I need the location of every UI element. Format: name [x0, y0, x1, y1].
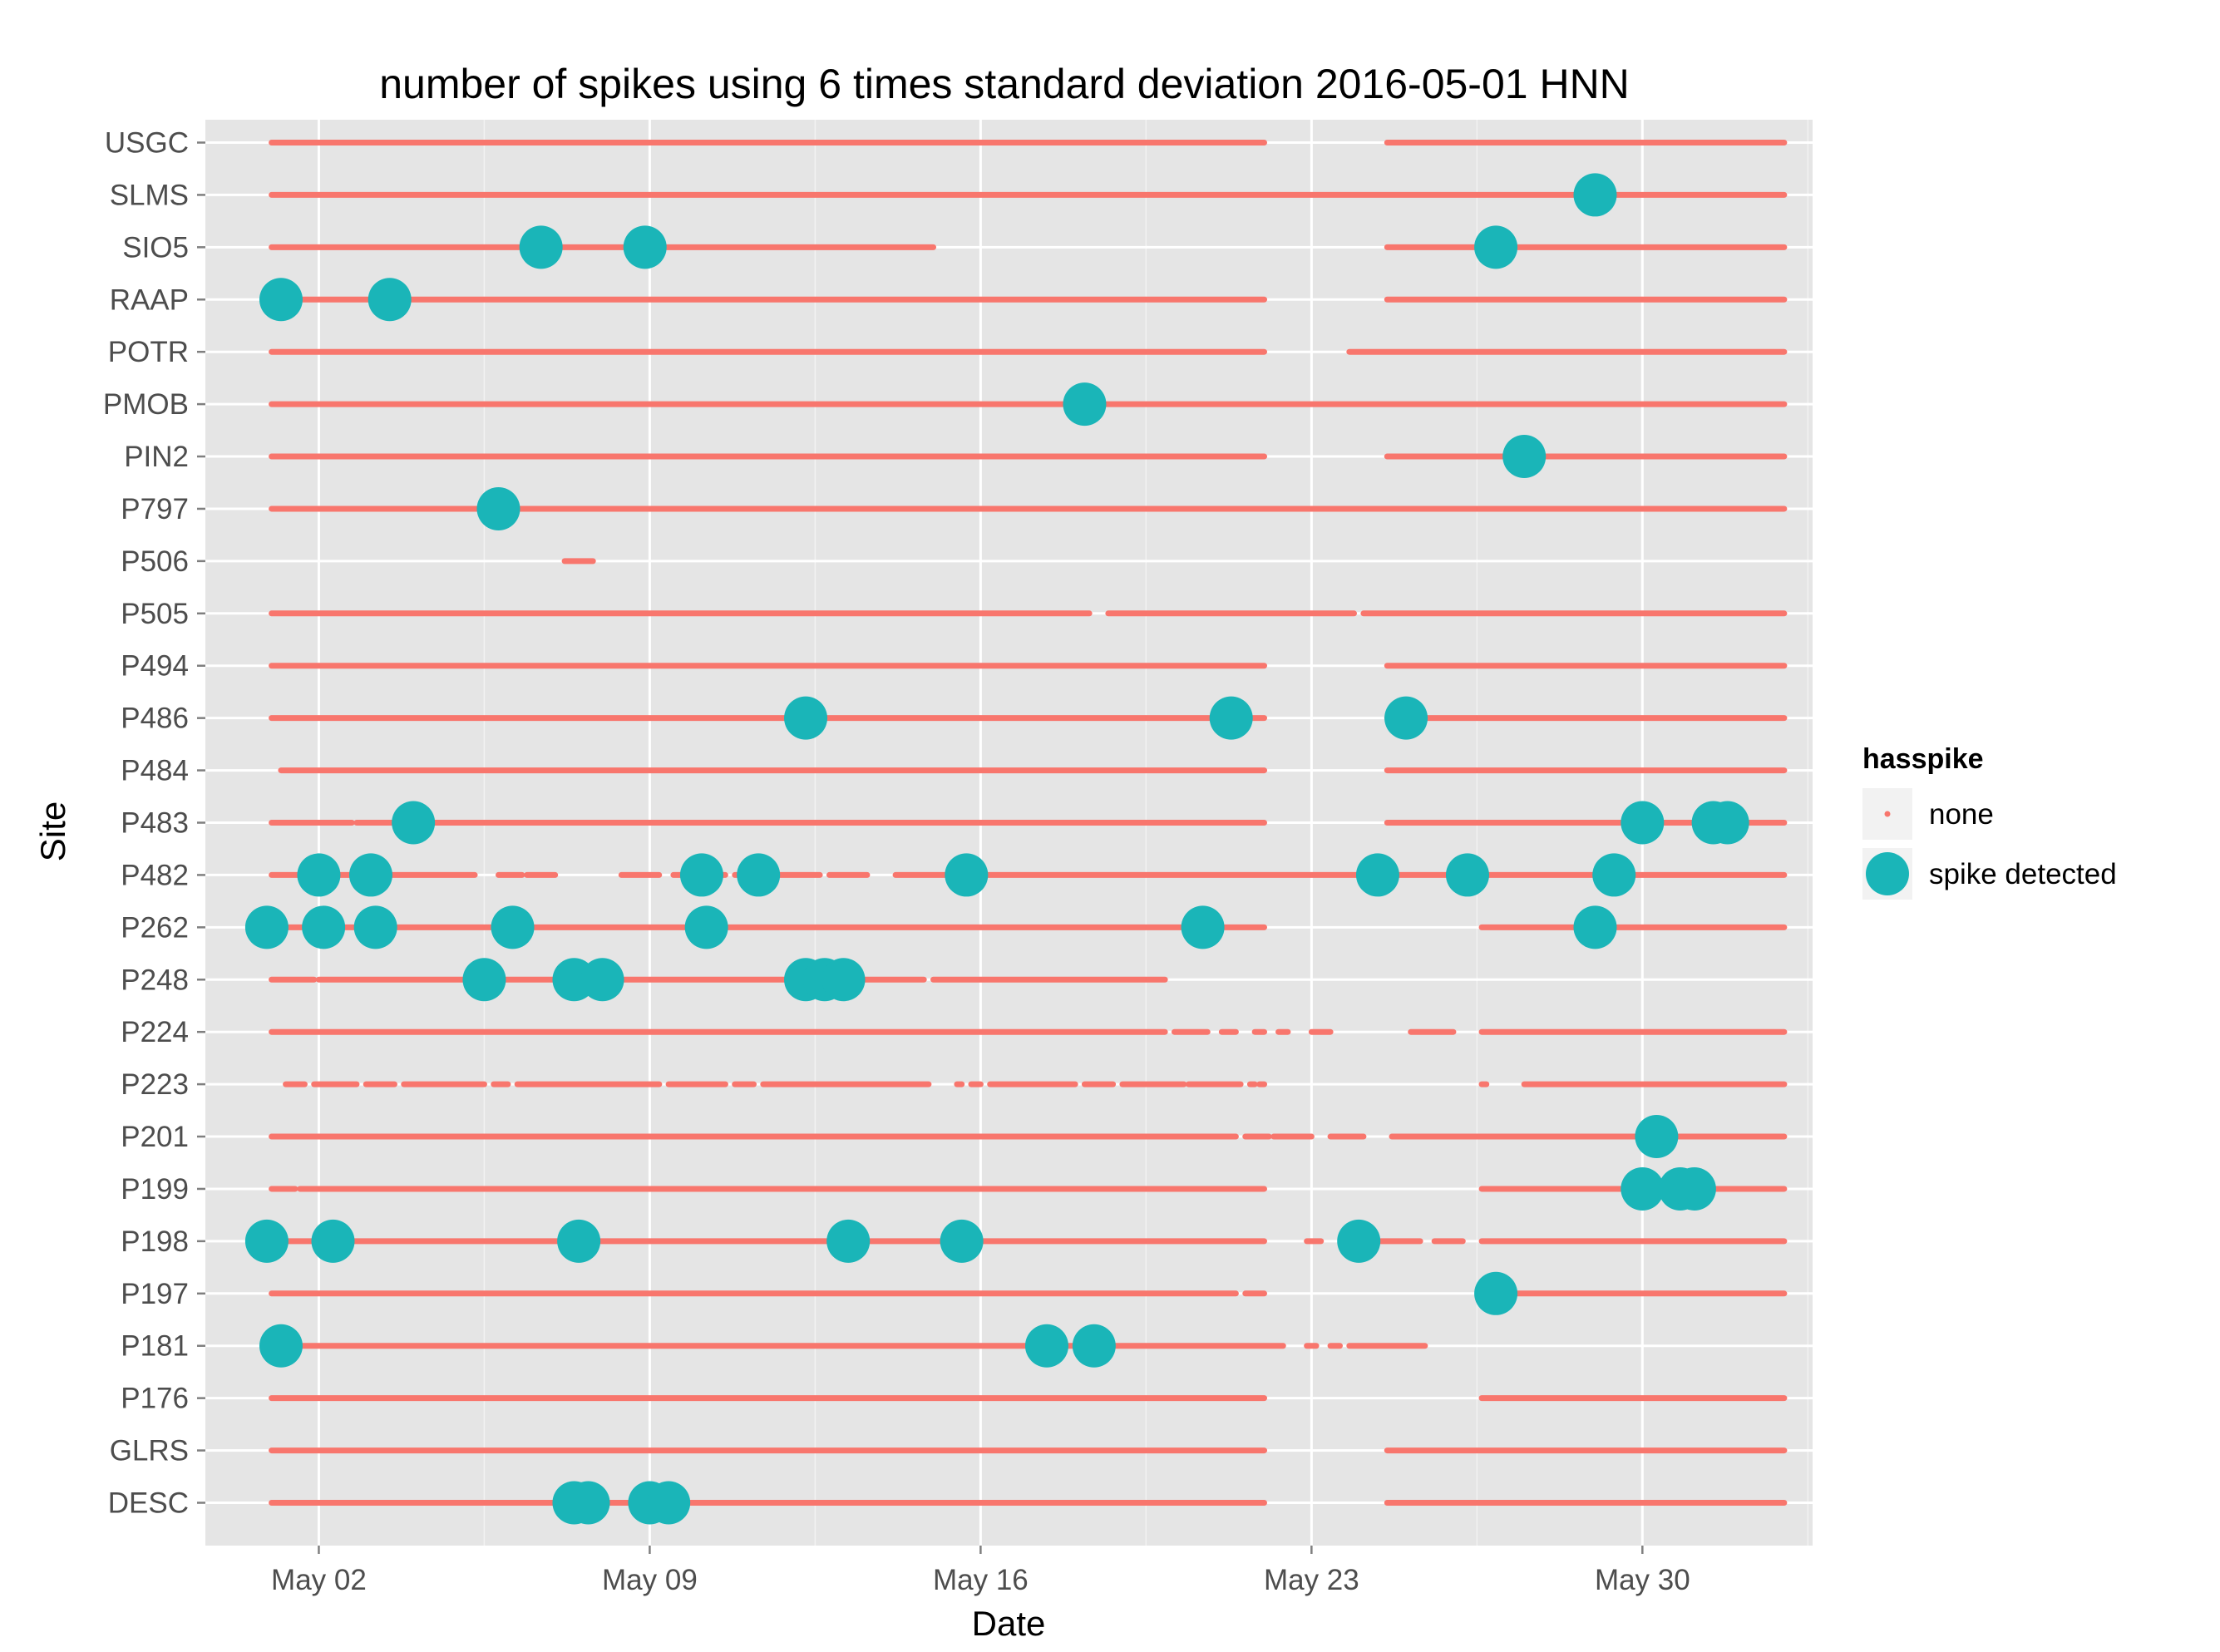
y-tick-label: SLMS [110, 179, 189, 211]
y-tick-label: P506 [121, 545, 189, 578]
y-tick-label: P797 [121, 493, 189, 525]
spike-point [684, 905, 728, 949]
x-tick-label: May 16 [933, 1564, 1029, 1596]
spike-point [244, 1219, 289, 1263]
spike-point [1573, 173, 1617, 217]
spike-point [1573, 905, 1617, 949]
chart-title: number of spikes using 6 times standard … [379, 61, 1630, 107]
spike-detected-series [244, 173, 1749, 1525]
y-tick-label: P486 [121, 703, 189, 735]
spike-point [580, 958, 624, 1002]
spike-point [1621, 801, 1665, 845]
x-tick-label: May 09 [602, 1564, 698, 1596]
y-tick-label: PMOB [103, 388, 189, 421]
spike-point [1474, 225, 1518, 269]
spike-point [1355, 853, 1399, 897]
y-tick-label: RAAP [110, 284, 189, 316]
spike-point [557, 1219, 601, 1263]
y-tick-label: P181 [121, 1330, 189, 1363]
spike-point [737, 853, 781, 897]
spike-point [1181, 905, 1225, 949]
spike-point [1592, 853, 1636, 897]
y-tick-label: PIN2 [124, 441, 189, 473]
y-axis-title: Site [33, 801, 72, 861]
spike-point [784, 696, 828, 740]
y-tick-label: SIO5 [122, 231, 189, 264]
legend: hasspike none spike detected [1862, 743, 2117, 900]
spike-point [311, 1219, 355, 1263]
y-tick-label: USGC [105, 127, 189, 160]
spike-point [392, 801, 436, 845]
x-tick-label: May 02 [271, 1564, 367, 1596]
spike-point [462, 958, 506, 1002]
spike-point [623, 225, 667, 269]
y-tick-label: P483 [121, 807, 189, 840]
spike-point [348, 853, 392, 897]
spike-point [1672, 1166, 1716, 1211]
y-tick-label: P482 [121, 859, 189, 891]
spike-point [1635, 1115, 1679, 1159]
y-tick-label: P224 [121, 1016, 189, 1048]
y-tick-label: GLRS [110, 1435, 189, 1467]
spike-point [1502, 435, 1547, 479]
spike-point [1705, 801, 1749, 845]
spike-point [302, 905, 346, 949]
spike-point [297, 853, 341, 897]
spike-point [679, 853, 723, 897]
x-axis: May 02 May 09 May 16 May 23 May 30 [271, 1546, 1690, 1596]
none-series [269, 140, 1788, 1506]
legend-label-none: none [1929, 798, 1994, 831]
spike-point [1474, 1271, 1518, 1315]
legend-label-spike-detected: spike detected [1929, 858, 2117, 890]
spike-point [259, 278, 303, 322]
spike-point [1063, 382, 1107, 427]
y-tick-label: P484 [121, 755, 189, 787]
y-tick-label: P199 [121, 1173, 189, 1206]
y-tick-label: P197 [121, 1278, 189, 1310]
legend-none-marker [1884, 811, 1891, 817]
spike-point [566, 1481, 610, 1525]
spike-point [945, 853, 989, 897]
spike-point [647, 1481, 691, 1525]
x-axis-title: Date [972, 1604, 1046, 1643]
spike-point [476, 486, 520, 530]
spike-point [259, 1324, 303, 1368]
spike-point [940, 1219, 984, 1263]
y-tick-label: P248 [121, 964, 189, 996]
spike-point [353, 905, 397, 949]
y-tick-label: POTR [108, 336, 189, 368]
y-tick-label: P176 [121, 1383, 189, 1415]
spike-point [519, 225, 563, 269]
spike-point [1209, 696, 1253, 740]
minor-gridlines [483, 120, 1809, 1546]
y-tick-label: P223 [121, 1068, 189, 1101]
spike-point [1024, 1324, 1068, 1368]
spike-point [1384, 696, 1428, 740]
spike-point [1621, 1166, 1665, 1211]
y-tick-label: P494 [121, 650, 189, 683]
spike-point [1337, 1219, 1381, 1263]
y-tick-label: P505 [121, 598, 189, 630]
spike-point [368, 278, 412, 322]
spike-point [1445, 853, 1489, 897]
spike-point [821, 958, 866, 1002]
y-tick-label: P198 [121, 1225, 189, 1258]
legend-title: hasspike [1862, 743, 1984, 775]
x-tick-label: May 23 [1264, 1564, 1359, 1596]
y-tick-label: DESC [108, 1487, 189, 1520]
y-tick-label: P201 [121, 1121, 189, 1153]
plot-panel [205, 120, 1813, 1546]
x-tick-label: May 30 [1595, 1564, 1690, 1596]
spike-point [1072, 1324, 1116, 1368]
spike-point [491, 905, 535, 949]
y-tick-label: P262 [121, 911, 189, 944]
spike-point [826, 1219, 871, 1263]
legend-spike-marker [1866, 852, 1909, 895]
y-axis: USGC SLMS SIO5 RAAP POTR PMOB PIN2 P797 P506 P505… [103, 127, 205, 1520]
spike-point [244, 905, 289, 949]
